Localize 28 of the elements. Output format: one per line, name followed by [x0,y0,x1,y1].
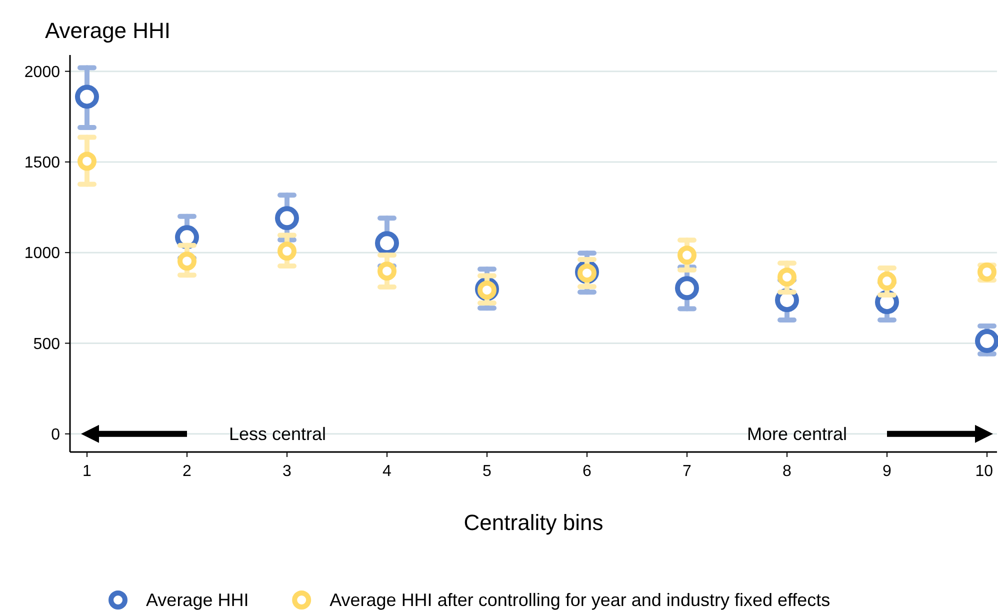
annotation: More central [746,424,847,444]
point [78,152,96,171]
point [75,84,99,109]
x-tick-label: 4 [382,463,392,480]
legend-label: Average HHI [146,590,249,610]
point [275,206,299,230]
x-tick-label: 1 [82,463,92,480]
x-tick-label: 9 [882,463,892,480]
y-tick-label: 1000 [24,245,60,262]
y-tick-label: 500 [33,336,60,353]
y-tick-label: 0 [51,426,60,444]
point [975,329,998,354]
legend-label: Average HHI after controlling for year and industry fixed effects [330,590,830,610]
x-tick-label: 10 [975,463,994,480]
point [278,242,296,261]
annotation: Less central [229,424,326,444]
x-tick-label: 3 [282,463,292,480]
point [678,246,696,265]
x-axis-title: Centrality bins [464,510,604,535]
y-tick-label: 1500 [24,154,60,172]
y-axis-title: Average HHI [45,18,171,43]
point [675,276,699,300]
x-tick-label: 7 [682,463,692,480]
y-tick-label: 2000 [24,64,60,81]
x-tick-label: 6 [582,463,592,480]
x-tick-label: 5 [482,463,492,480]
x-tick-label: 2 [182,463,192,480]
x-tick-label: 8 [782,463,792,480]
